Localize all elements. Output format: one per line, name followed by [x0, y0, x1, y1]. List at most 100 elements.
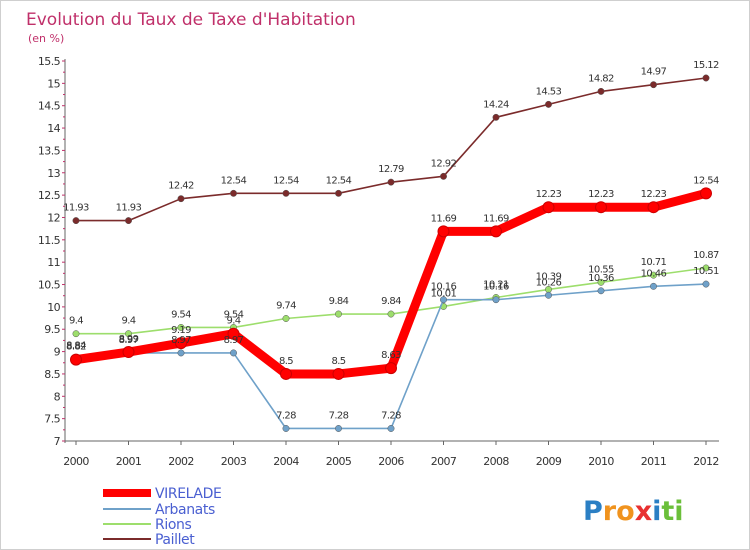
data-label-arbanats: 10.26: [536, 277, 562, 288]
data-label-paillet: 12.54: [273, 175, 299, 186]
logo-letter: r: [603, 496, 617, 527]
data-label-arbanats: 10.16: [483, 282, 509, 293]
data-label-arbanats: 10.16: [431, 282, 457, 293]
legend-label-virelade: VIRELADE: [155, 486, 221, 502]
data-label-rions: 9.4: [121, 316, 135, 327]
data-label-rions: 9.4: [69, 316, 83, 327]
data-label-arbanats: 10.46: [641, 268, 667, 279]
data-label-rions: 10.71: [641, 257, 667, 268]
y-tick-label: 15.5: [38, 55, 61, 68]
y-tick-label: 7: [54, 435, 61, 448]
data-point-rions: [597, 278, 605, 286]
legend-label-paillet: Paillet: [155, 532, 195, 548]
x-tick-label: 2003: [221, 455, 247, 468]
data-point-arbanats: [702, 280, 710, 288]
data-point-rions: [177, 323, 185, 331]
legend-label-rions: Rions: [155, 517, 191, 533]
data-label-rions: 10.87: [693, 250, 719, 261]
chart-title: Evolution du Taux de Taxe d'Habitation: [26, 10, 356, 30]
data-label-arbanats: 8.97: [224, 335, 244, 346]
x-tick-label: 2011: [641, 455, 667, 468]
data-point-virelade: [542, 201, 555, 214]
data-label-paillet: 12.54: [221, 175, 247, 186]
data-point-rions: [650, 271, 657, 279]
data-label-paillet: 15.12: [693, 60, 719, 71]
legend-label-arbanats: Arbanats: [155, 502, 215, 518]
data-point-virelade: [175, 337, 187, 350]
y-tick-label: 13: [47, 167, 60, 180]
logo-letter: o: [616, 496, 635, 527]
y-tick-label: 15: [47, 77, 60, 90]
data-point-paillet: [230, 189, 237, 197]
data-label-arbanats: 8.84: [66, 341, 86, 352]
data-point-paillet: [282, 189, 290, 197]
x-tick-label: 2009: [536, 455, 562, 468]
logo-letter: P: [583, 496, 603, 527]
x-tick-label: 2012: [693, 455, 719, 468]
data-point-virelade: [385, 362, 397, 375]
data-point-virelade: [595, 201, 607, 214]
data-point-virelade: [70, 353, 82, 366]
data-point-virelade: [280, 367, 292, 380]
data-point-paillet: [72, 217, 80, 225]
data-label-arbanats: 8.97: [119, 335, 139, 346]
y-tick-label: 9: [54, 346, 61, 359]
data-point-paillet: [597, 87, 605, 95]
data-label-rions: 9.74: [276, 301, 296, 312]
data-point-virelade: [490, 225, 502, 238]
data-point-paillet: [387, 178, 395, 186]
data-label-virelade: 8.63: [381, 350, 401, 361]
y-tick-label: 12: [47, 211, 60, 224]
data-label-virelade: 8.82: [66, 342, 86, 353]
data-point-paillet: [440, 172, 447, 180]
data-point-arbanats: [492, 296, 500, 304]
data-label-virelade: 8.5: [331, 356, 345, 367]
data-label-rions: 9.54: [224, 309, 244, 320]
x-tick-label: 2000: [63, 455, 89, 468]
data-point-arbanats: [282, 425, 290, 432]
data-point-arbanats: [440, 296, 447, 304]
x-tick-label: 2006: [378, 455, 404, 468]
data-label-rions: 10.39: [536, 271, 562, 282]
y-tick-label: 12.5: [38, 189, 61, 202]
data-label-rions: 9.84: [381, 296, 401, 307]
y-tick-label: 9.5: [44, 323, 60, 336]
data-point-arbanats: [177, 349, 185, 357]
chart-subtitle: (en %): [28, 32, 64, 45]
logo-letter: x: [635, 496, 652, 527]
series-virelade: [70, 187, 712, 380]
data-label-paillet: 12.92: [431, 158, 457, 169]
data-label-paillet: 12.54: [326, 175, 352, 186]
data-point-arbanats: [545, 291, 552, 299]
data-label-rions: 10.21: [483, 279, 509, 290]
y-tick-label: 11: [47, 256, 60, 269]
data-label-rions: 9.84: [329, 296, 349, 307]
data-label-arbanats: 8.97: [171, 335, 191, 346]
data-label-virelade: 12.54: [693, 175, 719, 186]
data-label-paillet: 14.53: [536, 86, 562, 97]
data-label-virelade: 12.23: [536, 189, 562, 200]
x-tick-label: 2005: [326, 455, 352, 468]
data-point-rions: [702, 264, 710, 272]
y-tick-label: 11.5: [38, 234, 61, 247]
data-label-paillet: 14.24: [483, 99, 509, 110]
data-label-arbanats: 7.28: [329, 410, 349, 421]
y-tick-label: 14: [47, 122, 60, 135]
data-point-paillet: [125, 217, 132, 225]
data-point-paillet: [177, 195, 185, 203]
data-point-paillet: [335, 189, 342, 197]
data-label-paillet: 11.93: [116, 203, 142, 214]
data-point-virelade: [227, 327, 240, 340]
data-label-rions: 10.01: [431, 288, 457, 299]
data-point-rions: [335, 310, 342, 318]
data-point-rions: [282, 315, 290, 322]
data-label-virelade: 8.5: [279, 356, 293, 367]
data-point-paillet: [545, 100, 552, 108]
data-label-paillet: 12.79: [378, 164, 404, 175]
data-label-arbanats: 10.36: [588, 273, 614, 284]
data-point-paillet: [492, 113, 500, 121]
data-point-virelade: [700, 187, 712, 200]
data-label-virelade: 11.69: [431, 213, 457, 224]
